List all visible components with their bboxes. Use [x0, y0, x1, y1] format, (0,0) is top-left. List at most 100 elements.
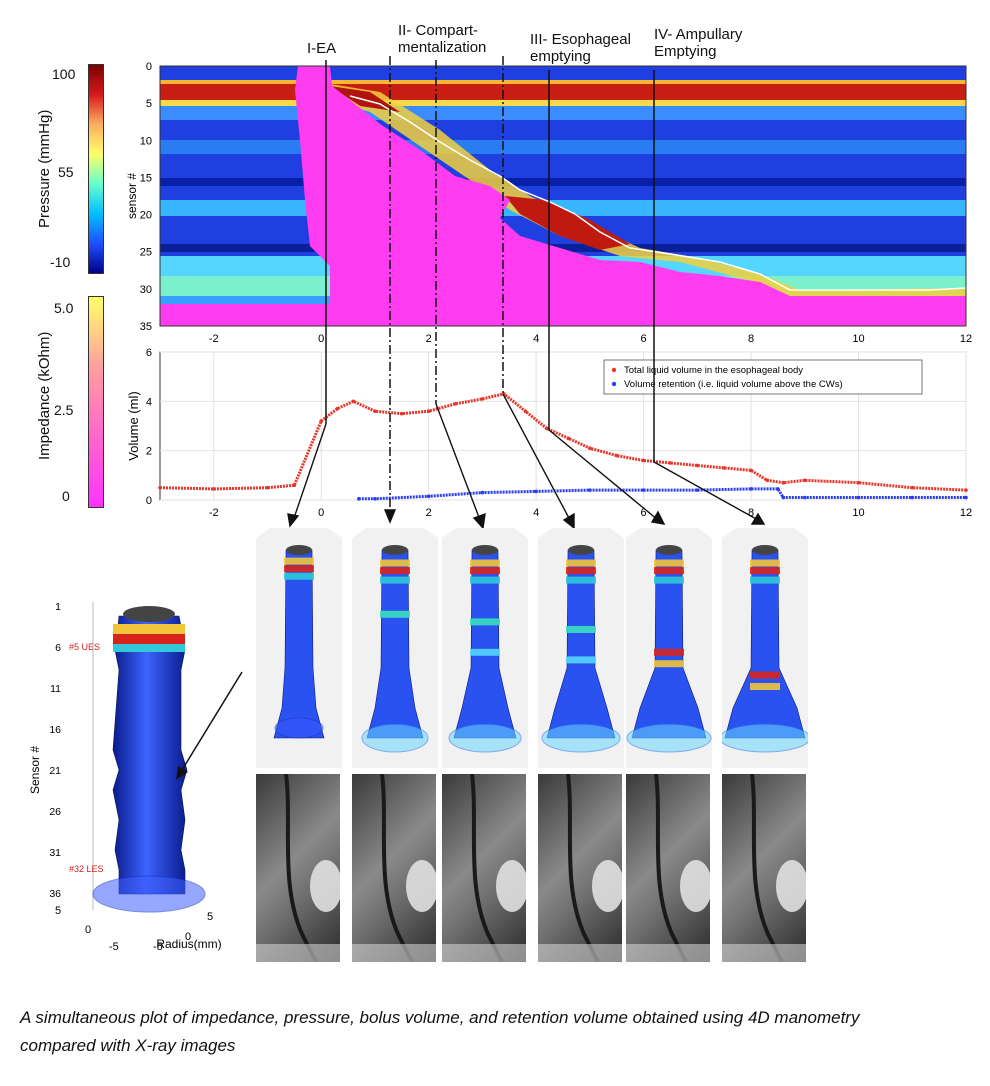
arrows-to-models	[287, 393, 766, 530]
series-point	[351, 399, 356, 404]
heatmap-band	[160, 244, 966, 252]
xray-bottom-band	[256, 944, 340, 962]
impedance-tick-mid: 2.5	[54, 402, 74, 418]
arrow-head	[472, 512, 486, 530]
pressure-tick-mid: 55	[58, 164, 74, 180]
xray-bright-region	[406, 860, 436, 912]
pressure-tick-min: -10	[50, 254, 71, 270]
large-model-ytick: 6	[55, 642, 61, 654]
model-top-cap	[752, 545, 778, 555]
series-point	[480, 397, 485, 401]
legend-marker-total	[611, 367, 617, 373]
series-point	[722, 466, 726, 470]
heatmap-xtick: 6	[641, 333, 647, 345]
large-model-arrow	[176, 671, 243, 780]
heatmap-xtick: 12	[960, 333, 972, 345]
arrow-head	[562, 512, 575, 530]
series-point	[373, 409, 377, 414]
heatmap-ylabel: sensor #	[125, 173, 139, 219]
xray-detail	[256, 774, 340, 962]
arrow-1	[293, 423, 327, 519]
impedance-tick-min: 0	[62, 488, 70, 504]
large-model-ytick: 1	[55, 601, 61, 613]
arrow-head	[383, 509, 397, 524]
xray-detail	[442, 774, 526, 962]
heatmap-ytick: 30	[140, 284, 152, 296]
heatmap-band	[160, 106, 966, 120]
series-point	[426, 409, 431, 414]
heatmap-frame	[159, 65, 967, 327]
series-point	[765, 478, 769, 483]
series-point	[614, 453, 619, 458]
volume-xtick: 0	[318, 507, 324, 519]
series-point	[566, 436, 571, 441]
series-point	[158, 485, 162, 490]
heatmap-xtick: 8	[748, 333, 754, 345]
series-point	[749, 487, 753, 491]
xray-bright-region	[680, 860, 710, 912]
series-point	[803, 495, 807, 500]
xray-detail	[626, 774, 710, 962]
series-point	[668, 461, 673, 465]
model-body	[273, 549, 325, 739]
phase-label-4: IV- Ampullary Emptying	[654, 26, 743, 60]
legend-box	[603, 359, 923, 395]
large-model-ytick: 36	[49, 888, 61, 900]
model-band	[654, 576, 684, 584]
model-band	[566, 576, 596, 584]
large-model-ytick: 26	[49, 806, 61, 818]
heatmap-yticks: 0 5 10 15 20 25 30 35 -2 0 2 4 6 8 10 12	[140, 61, 972, 345]
les-annotation: #32 LES	[69, 864, 104, 874]
model-band	[470, 618, 500, 626]
xray-image-3	[442, 774, 526, 962]
volume-xtick: 6	[641, 507, 647, 519]
phase-label-1: I-EA	[307, 40, 337, 57]
model-band	[470, 567, 500, 575]
heatmap-ytick: 35	[140, 321, 152, 333]
xray-bright-region	[776, 860, 806, 912]
phase-lines	[325, 56, 655, 520]
series-point	[292, 483, 297, 488]
xray-bottom-band	[352, 944, 436, 962]
model-band	[654, 660, 684, 668]
arrow-6	[653, 461, 759, 521]
heatmap-ytick: 15	[140, 172, 152, 184]
arrow-4	[502, 393, 571, 521]
series-point	[545, 426, 549, 431]
series-point	[426, 494, 431, 499]
heatmap-band	[160, 140, 966, 154]
xray-esophagus-shadow	[750, 774, 784, 962]
model-band	[566, 567, 596, 575]
series-line-0	[159, 392, 967, 492]
model-base-disc	[361, 723, 429, 753]
contraction-wave-core	[505, 196, 630, 250]
figure-caption: A simultaneous plot of impedance, pressu…	[20, 1008, 860, 1055]
model-base-disc	[541, 723, 621, 753]
model-band	[470, 576, 500, 584]
volume-ylabel: Volume (ml)	[126, 391, 141, 460]
legend-retention-label: Volume retention (i.e. liquid volume abo…	[624, 379, 843, 390]
series-point	[588, 446, 592, 451]
volume-xtick: -2	[209, 507, 219, 519]
thumbnail-model-5	[626, 528, 712, 768]
series-point	[480, 490, 485, 495]
model-band	[470, 648, 500, 656]
heatmap-band	[160, 100, 966, 106]
series-point	[335, 406, 340, 411]
heatmap-ytick: 25	[140, 247, 152, 259]
series-point	[588, 488, 592, 492]
series-point	[856, 495, 861, 500]
model-band	[566, 656, 596, 664]
xray-bright-region	[310, 860, 340, 912]
heatmap-band	[160, 84, 966, 100]
volume-xtick: 4	[533, 507, 539, 519]
model-band	[654, 567, 684, 575]
heatmap-band	[160, 80, 966, 84]
model-top-cap	[472, 545, 498, 555]
heatmap-xtick: 4	[533, 333, 539, 345]
thumbnail-model-2	[352, 528, 438, 768]
heatmap-panel: sensor # 0 5 10 15 20 25 30 35 -2 0 2 4 6 8 10 12	[125, 61, 972, 345]
xray-image-6	[722, 774, 806, 962]
